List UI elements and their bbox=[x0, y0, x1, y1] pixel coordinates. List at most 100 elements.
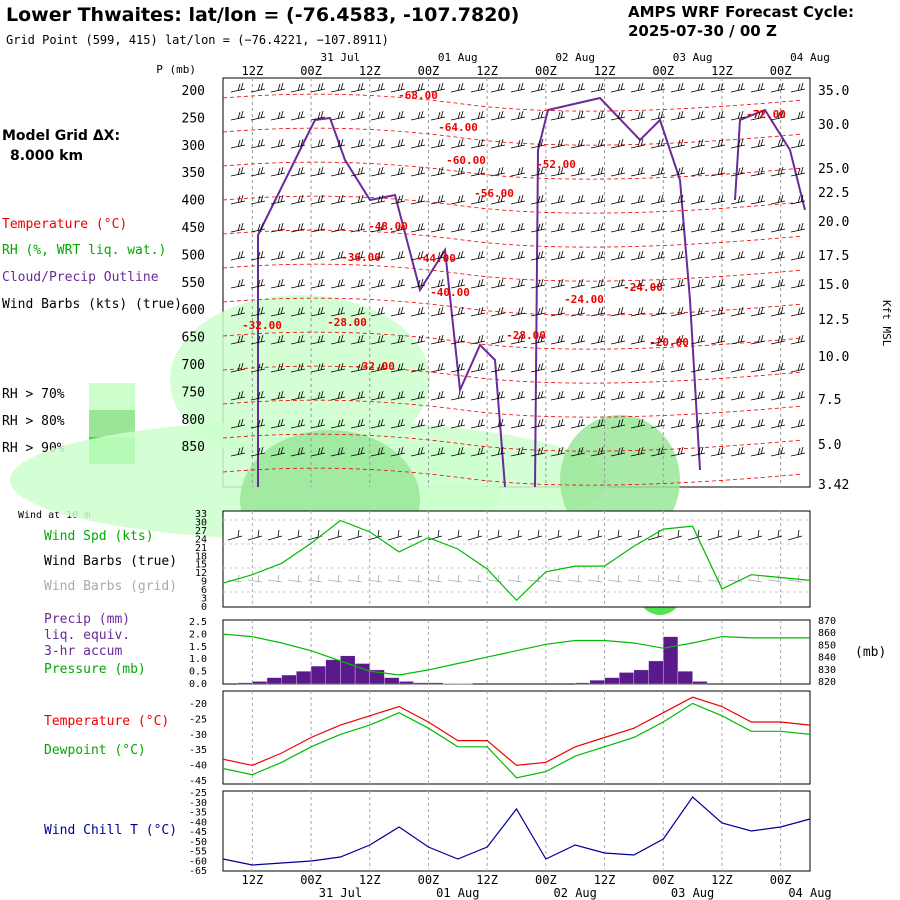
wind-tick-label: 3 bbox=[201, 594, 207, 605]
wind-barb bbox=[390, 446, 406, 457]
wind-barbs bbox=[230, 82, 806, 457]
precip-bar bbox=[633, 669, 649, 685]
wind-barb bbox=[450, 250, 466, 261]
wind-barb bbox=[510, 138, 526, 149]
wind-barb bbox=[390, 138, 406, 149]
pressure-tick-label: 500 bbox=[182, 248, 205, 263]
wind-barb bbox=[270, 166, 286, 177]
wind-barb bbox=[670, 138, 686, 149]
wind-barb bbox=[450, 334, 466, 345]
wind-barb bbox=[430, 82, 446, 93]
isotherm-line bbox=[222, 297, 804, 316]
wind-barb bbox=[550, 334, 566, 345]
wind-barb bbox=[330, 418, 346, 429]
isotherm-label: -28.00 bbox=[327, 316, 367, 329]
wind-barb bbox=[690, 222, 706, 233]
wind-barb bbox=[290, 110, 306, 121]
wind-barb bbox=[730, 250, 746, 261]
wind-barb bbox=[730, 446, 746, 457]
height-tick-label: 35.0 bbox=[818, 84, 849, 99]
wind-barb bbox=[310, 222, 326, 233]
isotherm-line bbox=[222, 433, 804, 452]
precip-bar bbox=[604, 677, 620, 685]
wind-barb bbox=[670, 334, 686, 345]
wind-barb-grid bbox=[387, 574, 403, 583]
wind-barb bbox=[530, 306, 546, 317]
wind-barb-grid bbox=[447, 574, 463, 583]
wind-barb-10m bbox=[567, 529, 583, 541]
wind-barb bbox=[550, 194, 566, 205]
wind-barb bbox=[750, 334, 766, 345]
wind-barb bbox=[650, 390, 666, 401]
wind-barbs-10m bbox=[227, 529, 803, 583]
time-tick-label: 12Z bbox=[711, 64, 733, 78]
wind-barb bbox=[770, 390, 786, 401]
precip-bar bbox=[281, 674, 297, 685]
wind-barb bbox=[690, 446, 706, 457]
height-tick-label: 3.42 bbox=[818, 478, 849, 493]
wind-barb bbox=[690, 166, 706, 177]
temperature-tick-label: -45 bbox=[189, 776, 207, 787]
legend-rh80: RH > 80% bbox=[2, 414, 65, 429]
wind-barb bbox=[270, 222, 286, 233]
wind-barb bbox=[570, 390, 586, 401]
wind-10m-label: Wind at 10 m bbox=[18, 510, 91, 521]
windchill-panel-frame bbox=[222, 790, 811, 872]
precip-bar bbox=[442, 683, 458, 685]
wind-barb bbox=[410, 390, 426, 401]
wind-tick-label: 15 bbox=[195, 560, 207, 571]
wind-barb bbox=[230, 278, 246, 289]
wind-barb bbox=[330, 250, 346, 261]
wind-barb bbox=[610, 390, 626, 401]
wind-barb bbox=[230, 82, 246, 93]
wind-barb bbox=[530, 222, 546, 233]
wind-barb bbox=[570, 418, 586, 429]
cycle-date: 2025-07-30 / 00 Z bbox=[628, 22, 777, 40]
wind-barb bbox=[730, 418, 746, 429]
wind-barb bbox=[670, 278, 686, 289]
wind-barb bbox=[410, 166, 426, 177]
wind-barb-10m bbox=[427, 529, 443, 541]
wind-barb bbox=[590, 334, 606, 345]
windchill-tick-label: -40 bbox=[189, 817, 207, 828]
wind-barb bbox=[390, 82, 406, 93]
day-label: 04 Aug bbox=[790, 51, 830, 64]
wind-barb bbox=[250, 250, 266, 261]
wind-barb-10m bbox=[247, 529, 263, 541]
wind-barb bbox=[370, 278, 386, 289]
height-tick-label: 5.0 bbox=[818, 438, 841, 453]
isotherm-line bbox=[222, 263, 804, 282]
wind-barb bbox=[330, 138, 346, 149]
wind-barb bbox=[790, 334, 806, 345]
wind-barb bbox=[270, 138, 286, 149]
wind-barb bbox=[250, 110, 266, 121]
wind-barb bbox=[590, 250, 606, 261]
wind-barb bbox=[770, 166, 786, 177]
wind-barb bbox=[230, 250, 246, 261]
wind-barb bbox=[450, 82, 466, 93]
precip-bar bbox=[428, 682, 444, 685]
temperature-tick-label: -25 bbox=[189, 714, 207, 725]
wind-barb bbox=[410, 278, 426, 289]
wind-barb bbox=[570, 306, 586, 317]
day-label: 31 Jul bbox=[319, 886, 362, 900]
wind-barb bbox=[430, 278, 446, 289]
wind-barb-10m bbox=[627, 529, 643, 541]
wind-barb bbox=[510, 390, 526, 401]
time-tick-label: 00Z bbox=[300, 873, 322, 887]
wind-barb bbox=[230, 138, 246, 149]
wind-barb bbox=[430, 306, 446, 317]
wind-barb bbox=[430, 446, 446, 457]
wind-barb bbox=[770, 222, 786, 233]
wind-barb bbox=[550, 390, 566, 401]
wind-barb bbox=[490, 334, 506, 345]
wind-barb bbox=[270, 418, 286, 429]
wind-barb bbox=[310, 362, 326, 373]
wind-barb bbox=[650, 110, 666, 121]
wind-barb bbox=[770, 306, 786, 317]
wind-barb bbox=[590, 222, 606, 233]
wind-barb bbox=[370, 418, 386, 429]
pressure-tick-label: 200 bbox=[182, 84, 205, 99]
wind-barb-grid bbox=[347, 574, 363, 583]
wind-barb bbox=[270, 362, 286, 373]
